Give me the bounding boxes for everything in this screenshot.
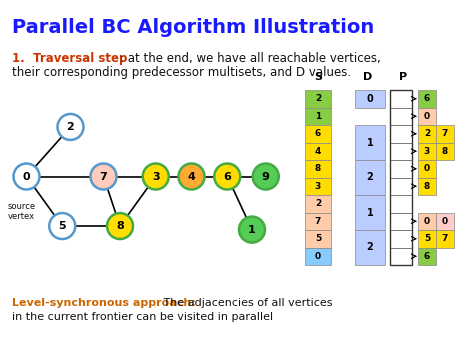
- Bar: [418, 178, 436, 195]
- Circle shape: [239, 217, 265, 242]
- Text: 1: 1: [248, 225, 256, 235]
- Text: 6: 6: [315, 129, 321, 138]
- Bar: [305, 178, 331, 195]
- Text: 8: 8: [116, 221, 124, 231]
- Bar: [418, 247, 436, 265]
- Bar: [418, 142, 436, 160]
- Text: 0: 0: [366, 94, 374, 104]
- Text: 0: 0: [424, 112, 430, 121]
- Text: S: S: [314, 72, 322, 82]
- Text: 3: 3: [152, 171, 160, 181]
- Text: 5: 5: [424, 234, 430, 243]
- Text: P: P: [399, 72, 407, 82]
- Text: 4: 4: [188, 171, 195, 181]
- Text: 1: 1: [315, 112, 321, 121]
- Bar: [418, 108, 436, 125]
- Bar: [436, 213, 454, 230]
- Circle shape: [49, 213, 75, 239]
- Text: 8: 8: [442, 147, 448, 156]
- Text: 2: 2: [315, 199, 321, 208]
- Bar: [355, 160, 385, 195]
- Bar: [418, 90, 436, 108]
- Circle shape: [107, 213, 133, 239]
- Bar: [390, 90, 412, 265]
- Bar: [305, 160, 331, 178]
- Text: 5: 5: [315, 234, 321, 243]
- Text: 2: 2: [67, 122, 74, 132]
- Text: 0: 0: [424, 164, 430, 173]
- Text: 7: 7: [442, 129, 448, 138]
- Bar: [305, 195, 331, 213]
- Text: 7: 7: [442, 234, 448, 243]
- Text: D: D: [364, 72, 373, 82]
- Text: 2: 2: [366, 242, 374, 252]
- Bar: [436, 142, 454, 160]
- Text: 1: 1: [366, 137, 374, 147]
- Circle shape: [13, 164, 39, 190]
- Bar: [418, 213, 436, 230]
- Bar: [305, 108, 331, 125]
- Text: 4: 4: [315, 147, 321, 156]
- Bar: [355, 230, 385, 265]
- Bar: [305, 90, 331, 108]
- Text: 2: 2: [366, 173, 374, 182]
- Bar: [305, 142, 331, 160]
- Text: 1.  Traversal step: 1. Traversal step: [12, 52, 128, 65]
- Circle shape: [214, 164, 240, 190]
- Text: 9: 9: [262, 171, 270, 181]
- Bar: [355, 195, 385, 230]
- Text: 0: 0: [315, 252, 321, 261]
- Text: in the current frontier can be visited in parallel: in the current frontier can be visited i…: [12, 312, 273, 322]
- Text: 5: 5: [58, 221, 66, 231]
- Text: 6: 6: [223, 171, 231, 181]
- Bar: [355, 90, 385, 108]
- Bar: [418, 125, 436, 142]
- Text: 0: 0: [23, 171, 30, 181]
- Bar: [305, 230, 331, 247]
- Text: 0: 0: [442, 217, 448, 226]
- Bar: [436, 125, 454, 142]
- Text: 3: 3: [424, 147, 430, 156]
- Text: 6: 6: [424, 252, 430, 261]
- Text: 3: 3: [315, 182, 321, 191]
- Text: 2: 2: [315, 94, 321, 103]
- Bar: [418, 230, 436, 247]
- Text: : at the end, we have all reachable vertices,: : at the end, we have all reachable vert…: [120, 52, 381, 65]
- Bar: [305, 125, 331, 142]
- Text: Level-synchronous approach:: Level-synchronous approach:: [12, 298, 196, 308]
- Bar: [305, 213, 331, 230]
- Circle shape: [253, 164, 279, 190]
- Text: their corresponding predecessor multisets, and D values.: their corresponding predecessor multiset…: [12, 66, 351, 79]
- Text: 2: 2: [424, 129, 430, 138]
- Text: 1: 1: [366, 208, 374, 218]
- Circle shape: [57, 114, 83, 140]
- Bar: [436, 230, 454, 247]
- Text: 7: 7: [100, 171, 108, 181]
- Circle shape: [91, 164, 117, 190]
- Text: 6: 6: [424, 94, 430, 103]
- Bar: [418, 160, 436, 178]
- Text: source
vertex: source vertex: [8, 202, 36, 222]
- Text: 0: 0: [424, 217, 430, 226]
- Text: The adjacencies of all vertices: The adjacencies of all vertices: [160, 298, 332, 308]
- Text: Parallel BC Algorithm Illustration: Parallel BC Algorithm Illustration: [12, 18, 374, 37]
- Text: 8: 8: [424, 182, 430, 191]
- Bar: [305, 247, 331, 265]
- Circle shape: [143, 164, 169, 190]
- Circle shape: [179, 164, 204, 190]
- Text: 8: 8: [315, 164, 321, 173]
- Text: 7: 7: [315, 217, 321, 226]
- Bar: [355, 125, 385, 160]
